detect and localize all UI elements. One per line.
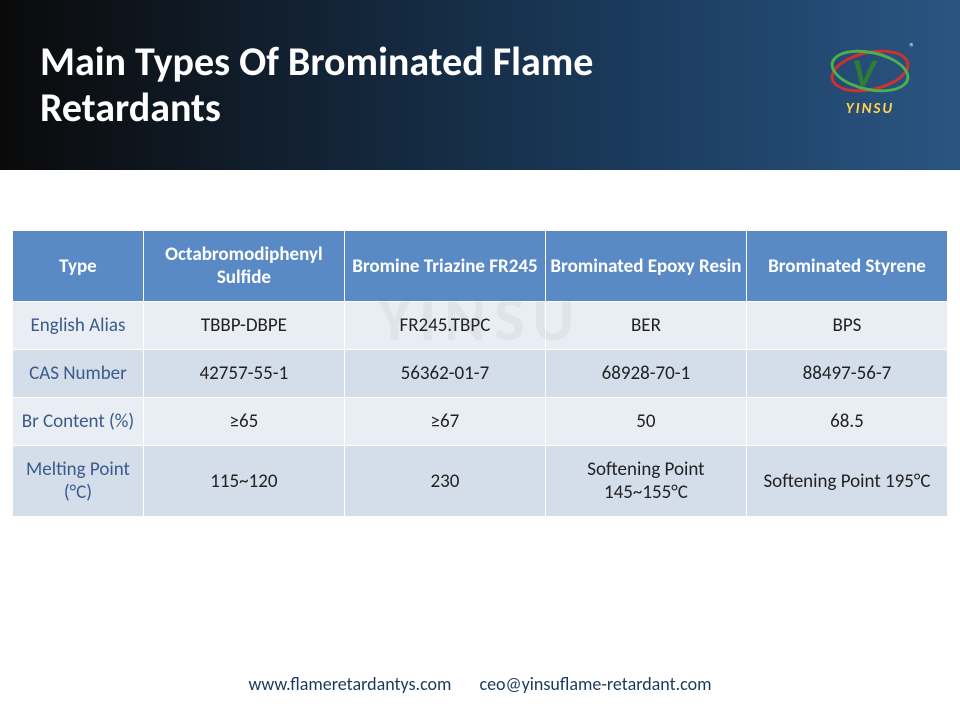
- table-cell: 50: [545, 398, 746, 446]
- row-label: English Alias: [13, 302, 144, 350]
- logo-mark: V ®: [830, 43, 910, 98]
- col-header: Type: [13, 231, 144, 302]
- table-row: CAS Number 42757-55-1 56362-01-7 68928-7…: [13, 350, 948, 398]
- col-header: Brominated Styrene: [746, 231, 947, 302]
- brand-logo: V ® YINSU: [810, 35, 930, 125]
- col-header: Brominated Epoxy Resin: [545, 231, 746, 302]
- table-cell: BER: [545, 302, 746, 350]
- table-header-row: Type Octabromodiphenyl Sulfide Bromine T…: [13, 231, 948, 302]
- row-label: CAS Number: [13, 350, 144, 398]
- col-header: Bromine Triazine FR245: [344, 231, 545, 302]
- slide-footer: www.flameretardantys.com ceo@yinsuflame-…: [0, 673, 960, 695]
- row-label: Melting Point (°C): [13, 446, 144, 517]
- table-cell: 56362-01-7: [344, 350, 545, 398]
- table-cell: 230: [344, 446, 545, 517]
- table-row: English Alias TBBP-DBPE FR245.TBPC BER B…: [13, 302, 948, 350]
- col-header: Octabromodiphenyl Sulfide: [143, 231, 344, 302]
- row-label: Br Content (%): [13, 398, 144, 446]
- table-cell: BPS: [746, 302, 947, 350]
- table-cell: FR245.TBPC: [344, 302, 545, 350]
- table-row: Br Content (%) ≥65 ≥67 50 68.5: [13, 398, 948, 446]
- logo-text: YINSU: [846, 100, 894, 118]
- table-cell: 42757-55-1: [143, 350, 344, 398]
- footer-website: www.flameretardantys.com: [248, 673, 451, 695]
- table-cell: 68.5: [746, 398, 947, 446]
- table-container: Type Octabromodiphenyl Sulfide Bromine T…: [0, 170, 960, 517]
- slide-header: Main Types Of Brominated Flame Retardant…: [0, 0, 960, 170]
- table-cell: 115~120: [143, 446, 344, 517]
- footer-email: ceo@yinsuflame-retardant.com: [479, 673, 711, 695]
- table-cell: ≥65: [143, 398, 344, 446]
- table-cell: ≥67: [344, 398, 545, 446]
- table-cell: 88497-56-7: [746, 350, 947, 398]
- registered-icon: ®: [909, 41, 915, 54]
- table-cell: 68928-70-1: [545, 350, 746, 398]
- flame-retardants-table: Type Octabromodiphenyl Sulfide Bromine T…: [12, 230, 948, 517]
- table-cell: Softening Point 195°C: [746, 446, 947, 517]
- slide-title: Main Types Of Brominated Flame Retardant…: [0, 39, 620, 131]
- table-cell: Softening Point 145~155°C: [545, 446, 746, 517]
- table-row: Melting Point (°C) 115~120 230 Softening…: [13, 446, 948, 517]
- table-cell: TBBP-DBPE: [143, 302, 344, 350]
